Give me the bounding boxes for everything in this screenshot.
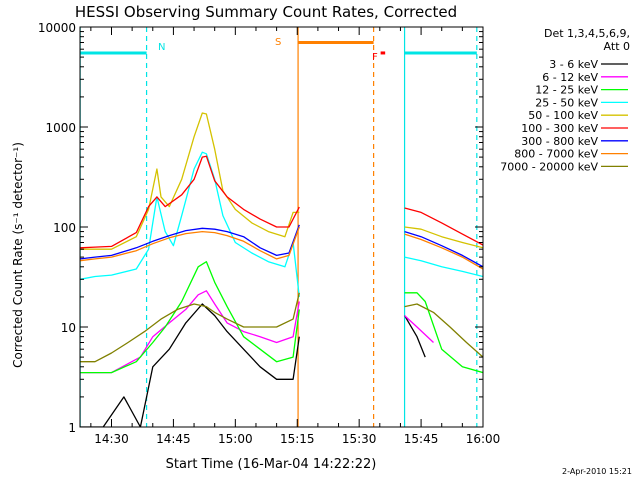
x-axis-ticks: 14:30 14:45 15:00 15:15 15:30 15:45 16:00	[90, 27, 501, 446]
x-axis-label: Start Time (16-Mar-04 14:22:22)	[166, 457, 377, 472]
legend-label-8: 7000 - 20000 keV	[500, 160, 598, 173]
series-line-6-post-gap	[404, 230, 483, 268]
series-line-5-pre-gap	[80, 155, 300, 249]
y-tick-label-1: 10	[61, 321, 76, 335]
legend-label-3: 25 - 50 keV	[535, 96, 598, 109]
legend-label-2: 12 - 25 keV	[535, 84, 598, 97]
x-tick-label-4: 15:30	[342, 432, 377, 446]
y-tick-label-0: 1	[68, 421, 76, 435]
series-line-1-post-gap	[404, 315, 434, 343]
series-line-4-pre-gap	[80, 112, 300, 250]
x-tick-label-1: 14:45	[156, 432, 191, 446]
annotation-n: N	[158, 42, 165, 53]
series-line-7-pre-gap	[80, 226, 300, 262]
x-tick-label-2: 15:00	[218, 432, 253, 446]
legend-header-attenuator: Att 0	[604, 40, 630, 53]
legend-label-5: 100 - 300 keV	[521, 122, 598, 135]
legend-label-7: 800 - 7000 keV	[514, 148, 598, 161]
series-line-3-pre-gap	[80, 151, 300, 297]
x-tick-label-0: 14:30	[94, 432, 129, 446]
series-line-0-pre-gap	[80, 303, 300, 427]
x-tick-label-6: 16:00	[466, 432, 501, 446]
series-line-2-pre-gap	[80, 261, 300, 374]
series-line-7-post-gap	[404, 233, 483, 270]
series-line-4-post-gap	[404, 226, 483, 249]
series-line-3-post-gap	[404, 256, 483, 278]
series-line-5-post-gap	[404, 207, 483, 246]
y-axis-ticks: 1 10 100 1000 10000	[38, 21, 483, 435]
footer-timestamp: 2-Apr-2010 15:21	[562, 467, 632, 476]
y-tick-label-3: 1000	[45, 121, 76, 135]
annotation-s: S	[275, 37, 281, 48]
x-tick-label-3: 15:15	[280, 432, 315, 446]
x-tick-label-5: 15:45	[404, 432, 439, 446]
time-interval-bars	[80, 40, 477, 55]
plot-area	[79, 26, 484, 428]
y-axis-label: Corrected Count Rate (s⁻¹ detector⁻¹)	[11, 142, 25, 368]
series-line-8-pre-gap	[80, 292, 300, 363]
series-line-1-pre-gap	[80, 290, 300, 374]
legend-label-6: 300 - 800 keV	[521, 135, 598, 148]
y-tick-label-4: 10000	[38, 21, 76, 35]
legend-label-1: 6 - 12 keV	[542, 71, 598, 84]
series-group	[80, 112, 483, 427]
y-tick-label-2: 100	[53, 221, 76, 235]
series-line-2-post-gap	[404, 292, 483, 374]
series-line-6-pre-gap	[80, 224, 300, 260]
series-line-0-post-gap	[404, 315, 426, 358]
chart-title: HESSI Observing Summary Count Rates, Cor…	[75, 3, 457, 21]
legend-header-detectors: Det 1,3,4,5,6,9,	[544, 27, 630, 40]
annotation-f: F	[372, 52, 378, 63]
legend-label-4: 50 - 100 keV	[528, 109, 598, 122]
series-line-8-post-gap	[404, 303, 483, 358]
legend-label-0: 3 - 6 keV	[549, 58, 598, 71]
